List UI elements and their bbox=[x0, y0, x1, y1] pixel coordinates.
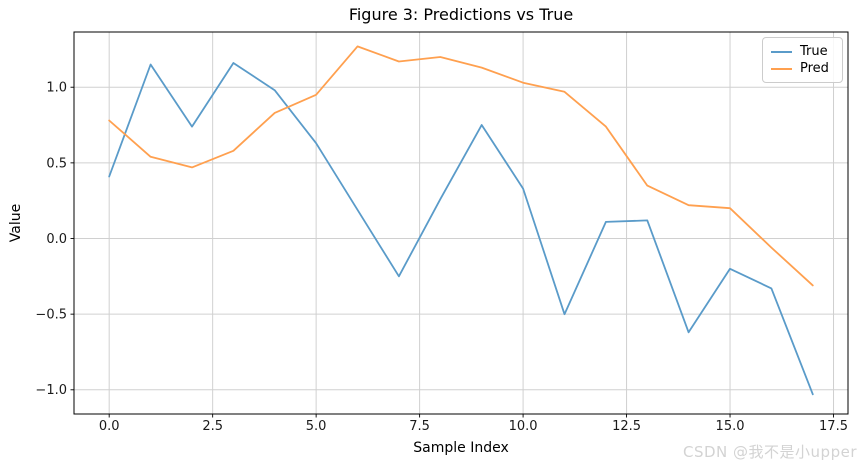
legend-item-true: True bbox=[771, 44, 834, 59]
series-line-true bbox=[108, 62, 814, 396]
x-tick-label: 0.0 bbox=[99, 419, 120, 434]
series-line-pred bbox=[108, 45, 814, 287]
y-axis-label: Value bbox=[8, 203, 24, 243]
legend: True Pred bbox=[762, 37, 843, 83]
x-tick-label: 12.5 bbox=[612, 419, 641, 434]
x-tick-label: 7.5 bbox=[409, 419, 430, 434]
x-tick-label: 10.0 bbox=[509, 419, 538, 434]
legend-label-true: True bbox=[800, 44, 828, 59]
watermark: CSDN @我不是小upper bbox=[683, 443, 857, 461]
x-tick-label: 15.0 bbox=[716, 419, 745, 434]
x-tick-label: 2.5 bbox=[202, 419, 223, 434]
legend-label-pred: Pred bbox=[800, 61, 829, 76]
legend-item-pred: Pred bbox=[771, 61, 834, 76]
legend-line-sample-pred bbox=[771, 67, 792, 70]
legend-line-sample-true bbox=[771, 50, 792, 53]
x-tick-label: 17.5 bbox=[819, 419, 848, 434]
y-tick-label: −1.0 bbox=[35, 383, 67, 398]
y-tick-label: 0.5 bbox=[46, 156, 67, 171]
x-axis-label: Sample Index bbox=[413, 440, 509, 456]
x-tick-label: 5.0 bbox=[306, 419, 327, 434]
axes-spines bbox=[73, 31, 849, 415]
y-tick-label: −0.5 bbox=[35, 308, 67, 323]
y-tick-label: 0.0 bbox=[46, 232, 67, 247]
y-tick-label: 1.0 bbox=[46, 81, 67, 96]
chart-title: Figure 3: Predictions vs True bbox=[348, 5, 574, 24]
